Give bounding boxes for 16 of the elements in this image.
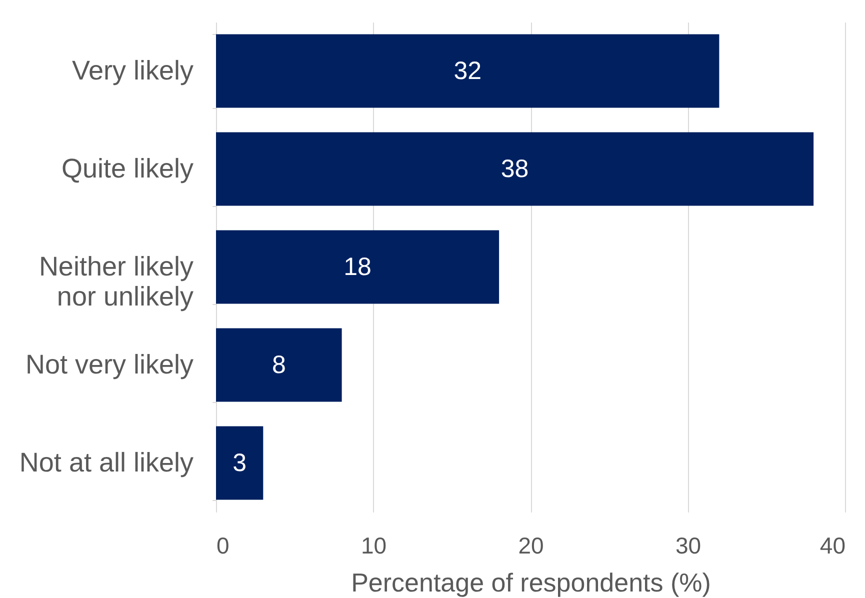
x-tick-label: 10 (360, 532, 387, 558)
data-label: 32 (454, 57, 482, 85)
x-tick-label: 0 (216, 532, 230, 558)
y-tick-label: Very likely (72, 56, 194, 86)
data-label: 3 (232, 449, 247, 477)
data-label: 8 (272, 351, 286, 379)
data-label: 18 (344, 253, 372, 281)
y-tick-label: Not at all likely (19, 448, 194, 478)
x-axis-title: Percentage of respondents (%) (351, 568, 711, 598)
y-tick-label: Neither likely nor unlikely (38, 252, 194, 312)
x-tick-label: 30 (675, 532, 702, 558)
y-tick-label: Not very likely (25, 350, 194, 380)
data-label: 38 (500, 155, 529, 183)
x-tick-label: 40 (820, 532, 846, 558)
x-tick-label: 20 (518, 532, 544, 558)
y-tick-label: Quite likely (61, 154, 194, 184)
